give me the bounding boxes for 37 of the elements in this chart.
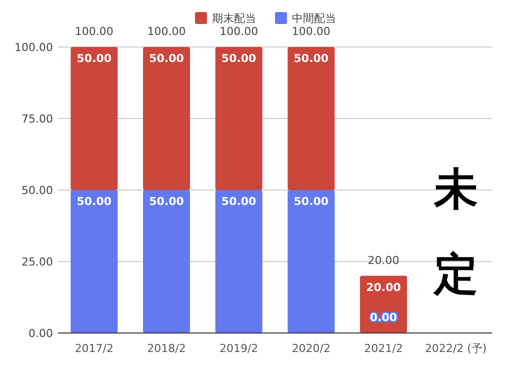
data-label: 50.00 [294,52,329,65]
data-label: 0.00 [370,311,398,324]
y-tick-label: 0.00 [28,327,53,340]
legend-label: 期末配当 [212,12,256,25]
total-label: 100.00 [74,25,114,38]
bar [70,47,118,190]
bar [288,190,335,333]
y-tick-label: 50.00 [22,184,53,197]
y-tick-label: 75.00 [22,112,53,126]
bar [215,190,262,333]
data-label: 20.00 [366,280,402,294]
y-tick-label: 25.00 [22,256,53,268]
annotation: 未定 [432,164,478,300]
bar [142,47,190,190]
total-label: 100.00 [220,25,258,38]
data-label: 50.00 [221,195,257,208]
x-tick-label: 2018/2 [147,342,186,355]
data-label: 50.00 [76,52,112,65]
data-label: 50.00 [294,195,329,208]
x-tick-label: 2020/2 [292,342,331,355]
bar [215,47,262,190]
data-label: 50.00 [76,195,112,208]
bar [288,47,335,190]
x-tick-label: 2019/2 [219,342,258,355]
total-label: 100.00 [147,25,186,38]
total-label: 100.00 [292,25,330,38]
total-label: 20.00 [368,254,400,267]
legend-label: 中間配当 [292,12,336,25]
x-tick-label: 2017/2 [74,342,114,355]
x-tick-label: 2021/2 [364,342,403,355]
data-label: 50.00 [149,52,184,65]
data-label: 50.00 [221,52,257,65]
bar [142,190,190,333]
x-tick-label: 2022/2 (予) [424,342,487,355]
data-label: 50.00 [149,195,184,208]
bar [70,190,118,333]
y-tick-label: 100.00 [14,41,53,54]
